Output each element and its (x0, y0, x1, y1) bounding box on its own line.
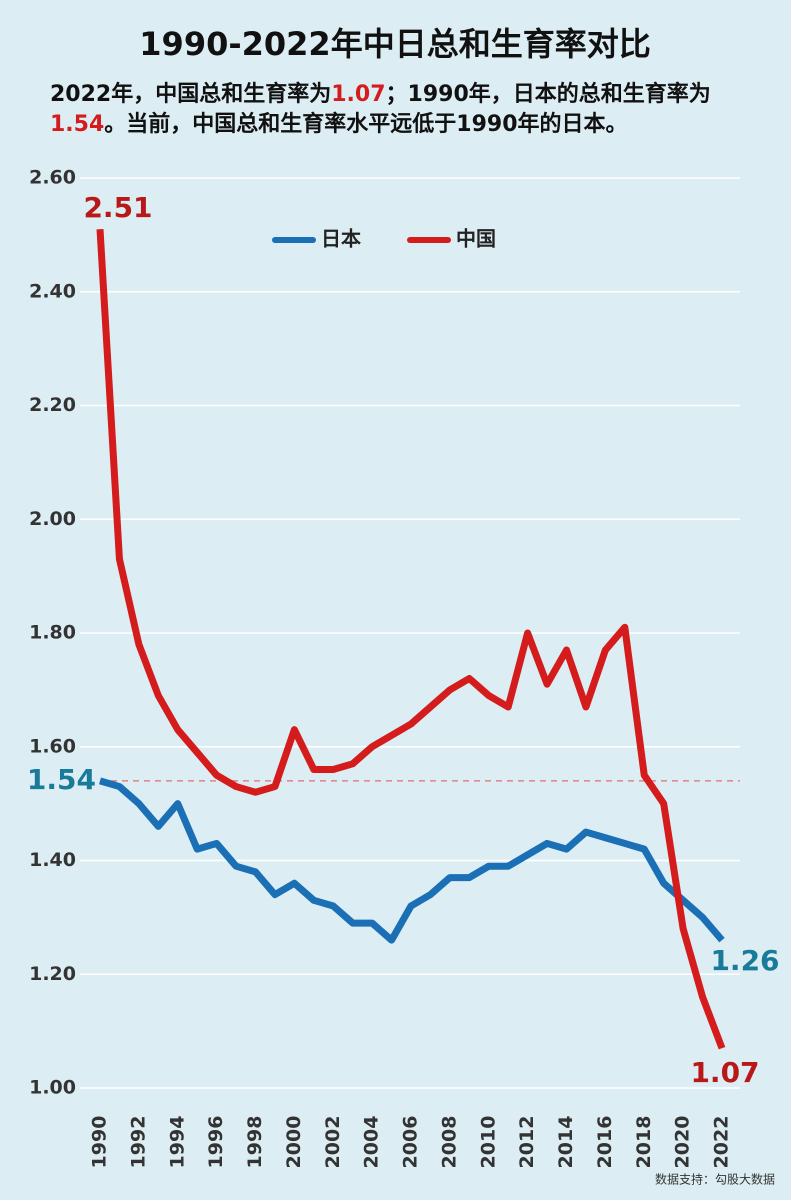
subtitle-text: 。当前，中国总和生育率水平远低于1990年的日本。 (104, 112, 628, 137)
line-series (99, 777, 725, 944)
y-tick-label: 1.80 (29, 622, 76, 644)
x-tick-label: 2022 (711, 1116, 733, 1169)
value-label: 1.07 (690, 1056, 759, 1089)
x-tick-label: 2006 (400, 1116, 422, 1169)
subtitle: 2022年，中国总和生育率为1.07；1990年，日本的总和生育率为 1.54。当… (50, 80, 770, 140)
subtitle-highlight: 1.54 (50, 112, 105, 137)
legend-label: 中国 (456, 227, 496, 251)
subtitle-highlight: 1.07 (331, 82, 386, 107)
y-tick-label: 1.40 (29, 849, 76, 871)
y-tick-label: 1.00 (29, 1077, 76, 1099)
x-tick-label: 1992 (127, 1116, 149, 1169)
source: 数据支持：勾股大数据 (655, 1172, 775, 1187)
y-tick-label: 1.20 (29, 963, 76, 985)
x-tick-label: 2012 (516, 1116, 538, 1169)
x-tick-label: 2000 (283, 1116, 305, 1169)
subtitle-text: ；1990年，日本的总和生育率为 (385, 82, 711, 107)
value-label: 1.54 (27, 763, 96, 796)
x-tick-label: 1998 (244, 1116, 266, 1169)
subtitle-text: 2022年，中国总和生育率为 (50, 82, 332, 107)
x-tick-label: 2018 (633, 1116, 655, 1169)
x-tick-label: 2008 (438, 1116, 460, 1169)
x-tick-label: 2002 (322, 1116, 344, 1169)
x-tick-label: 1994 (166, 1116, 188, 1169)
x-tick-label: 2004 (361, 1116, 383, 1169)
x-tick-label: 2014 (555, 1116, 577, 1169)
y-tick-label: 2.40 (29, 280, 76, 302)
y-tick-label: 2.20 (29, 394, 76, 416)
value-label: 2.51 (83, 191, 152, 224)
x-tick-label: 1990 (89, 1116, 111, 1169)
value-label: 1.26 (710, 944, 779, 977)
y-tick-label: 2.00 (29, 508, 76, 530)
chart-title: 1990-2022年中日总和生育率对比 (139, 25, 650, 63)
line-series (96, 228, 726, 1050)
y-tick-label: 2.60 (29, 167, 76, 189)
x-tick-label: 2016 (594, 1116, 616, 1169)
legend-label: 日本 (321, 227, 361, 251)
x-tick-label: 2020 (672, 1116, 694, 1169)
y-tick-label: 1.60 (29, 735, 76, 757)
x-tick-label: 1996 (205, 1116, 227, 1169)
x-tick-label: 2010 (477, 1116, 499, 1169)
